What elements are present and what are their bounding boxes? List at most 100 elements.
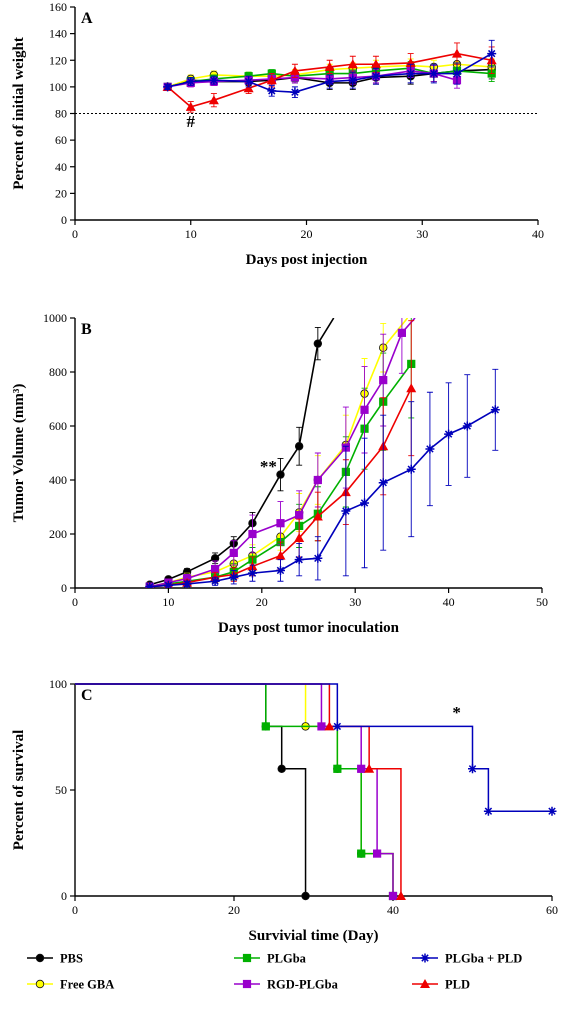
panel-a-data-point xyxy=(163,82,173,92)
panel-a-data-point xyxy=(487,49,497,59)
panel-a-y-tick-label: 160 xyxy=(49,0,67,14)
panel-b-data-point xyxy=(163,580,173,588)
panel-a-y-tick-label: 60 xyxy=(55,133,67,147)
legend-entry-plgba: PLGba xyxy=(234,952,307,966)
panel-b-data-point xyxy=(312,511,323,521)
panel-a-y-tick-label: 100 xyxy=(49,80,67,94)
panel-a-x-tick-label: 20 xyxy=(301,227,313,241)
panel-b-x-tick-label: 20 xyxy=(256,595,268,609)
panel-b-series-line-rgd-plgba xyxy=(149,318,416,588)
legend-marker xyxy=(35,979,45,989)
panel-a-panel-label: A xyxy=(81,10,93,27)
panel-b-data-point xyxy=(313,475,322,485)
panel-b-data-point xyxy=(247,568,257,578)
panel-b-series-plgba-pld xyxy=(145,368,500,588)
panel-c-series-free-gba xyxy=(75,683,398,901)
panel-b-series-line-pld xyxy=(149,387,412,588)
panel-a-data-point xyxy=(429,69,439,79)
legend-label: PLD xyxy=(445,978,470,992)
panel-c-y-tick-label: 50 xyxy=(55,783,67,797)
panel-b-series-pld xyxy=(146,320,417,588)
panel-b-data-point xyxy=(275,550,286,560)
panel-c-annotation: * xyxy=(452,703,461,722)
panel-b-series-free-gba xyxy=(145,318,409,588)
legend-entry-free-gba: Free GBA xyxy=(27,978,114,992)
panel-b-data-point xyxy=(248,529,257,539)
panel-a-data-point xyxy=(451,48,462,58)
panel-b-data-point xyxy=(378,478,388,488)
panel-b-data-point xyxy=(276,470,285,479)
panel-b-y-axis-label: Tumor Volume (mm³) xyxy=(11,384,27,523)
panel-c-step-line-pld xyxy=(75,683,402,896)
panel-a-data-point xyxy=(186,77,196,87)
panel-c-data-point xyxy=(324,721,335,731)
panel-b-data-point xyxy=(210,576,220,586)
panel-b-annotation: ** xyxy=(260,457,277,476)
panel-c-x-tick-label: 0 xyxy=(72,903,78,917)
panel-b-y-tick-label: 0 xyxy=(61,581,67,595)
panel-b-data-point xyxy=(360,405,369,414)
legend-marker xyxy=(242,953,252,963)
panel-b-tumor-volume-chart: 0 10 20 30 40 50 0 200 400 600 800 1000 Days post tu… xyxy=(11,311,548,636)
panel-c-data-point xyxy=(332,721,342,731)
panel-c-panel-label: C xyxy=(81,687,93,704)
panel-c-series-rgd-plgba xyxy=(75,683,398,901)
panel-b-data-point xyxy=(294,533,305,543)
panel-a-weight-chart: 0 10 20 30 40 0 20 40 60 80 100 120 140 160 Days post … xyxy=(11,0,544,268)
legend-entry-rgd-plgba: RGD-PLGba xyxy=(234,978,339,992)
panel-b-x-tick-label: 30 xyxy=(349,595,361,609)
panel-b-data-point xyxy=(294,442,304,451)
panel-a-series-plgba-pld xyxy=(163,39,497,98)
panel-c-data-point xyxy=(301,891,310,901)
panel-b-data-point xyxy=(341,506,351,516)
panel-a-y-tick-label: 80 xyxy=(55,107,67,121)
panel-a-data-point xyxy=(348,75,358,85)
panel-a-data-point xyxy=(209,75,219,85)
panel-b-y-tick-label: 800 xyxy=(49,365,67,379)
panel-b-series-line-pbs xyxy=(149,318,335,586)
panel-c-data-point xyxy=(388,891,398,901)
panel-b-data-point xyxy=(295,510,304,520)
panel-a-data-point xyxy=(452,69,462,79)
panel-a-data-point xyxy=(185,101,196,111)
panel-a-data-point xyxy=(244,77,254,87)
panel-c-data-point xyxy=(357,849,366,858)
panel-c-step-line-plgba xyxy=(75,683,394,896)
panel-a-data-point xyxy=(243,83,254,93)
legend-label: PLGba + PLD xyxy=(445,952,522,966)
panel-c-data-point xyxy=(277,764,286,773)
panel-a-series-line-pld xyxy=(167,52,492,108)
panel-b-data-point xyxy=(229,548,238,557)
panel-a-annotation: # xyxy=(187,112,196,131)
panel-b-series-pbs xyxy=(145,318,335,588)
legend-entry-plgba-pld: PLGba + PLD xyxy=(412,952,522,966)
panel-b-data-point xyxy=(276,519,285,528)
legend-marker xyxy=(242,979,252,989)
panel-c-data-point xyxy=(333,764,342,773)
panel-b-data-point xyxy=(490,405,500,415)
panel-c-step-line-rgd-plgba xyxy=(75,683,394,896)
panel-c-data-point xyxy=(357,764,366,773)
panel-a-x-tick-label: 10 xyxy=(185,227,197,241)
panel-b-data-point xyxy=(397,328,407,337)
panel-b-data-point xyxy=(462,421,472,431)
panel-b-y-tick-label: 600 xyxy=(49,419,67,433)
panel-b-x-axis-label: Days post tumor inoculation xyxy=(218,620,400,636)
panel-b-data-point xyxy=(379,375,388,385)
panel-c-y-tick-label: 100 xyxy=(49,677,67,691)
panel-b-series-line-plgba-pld xyxy=(149,409,496,588)
panel-b-y-tick-label: 400 xyxy=(49,473,67,487)
panel-a-y-tick-label: 140 xyxy=(49,27,67,41)
panel-b-data-point xyxy=(406,464,416,474)
panel-a-y-axis-label: Percent of initial weight xyxy=(11,37,27,190)
legend-label: PLGba xyxy=(267,952,307,966)
legend: PBS Free GBA PLGba RGD-PLGba PLGba + PLD PLD xyxy=(27,952,522,992)
panel-a-data-point xyxy=(266,75,277,85)
legend-marker xyxy=(35,953,45,963)
panel-a-data-point xyxy=(324,61,335,71)
legend-label: RGD-PLGba xyxy=(267,978,339,992)
panel-a-data-point xyxy=(290,87,300,97)
panel-a-data-point xyxy=(289,65,300,75)
panel-c-y-axis-label: Percent of survival xyxy=(11,730,27,851)
panel-c-data-point xyxy=(317,722,326,731)
